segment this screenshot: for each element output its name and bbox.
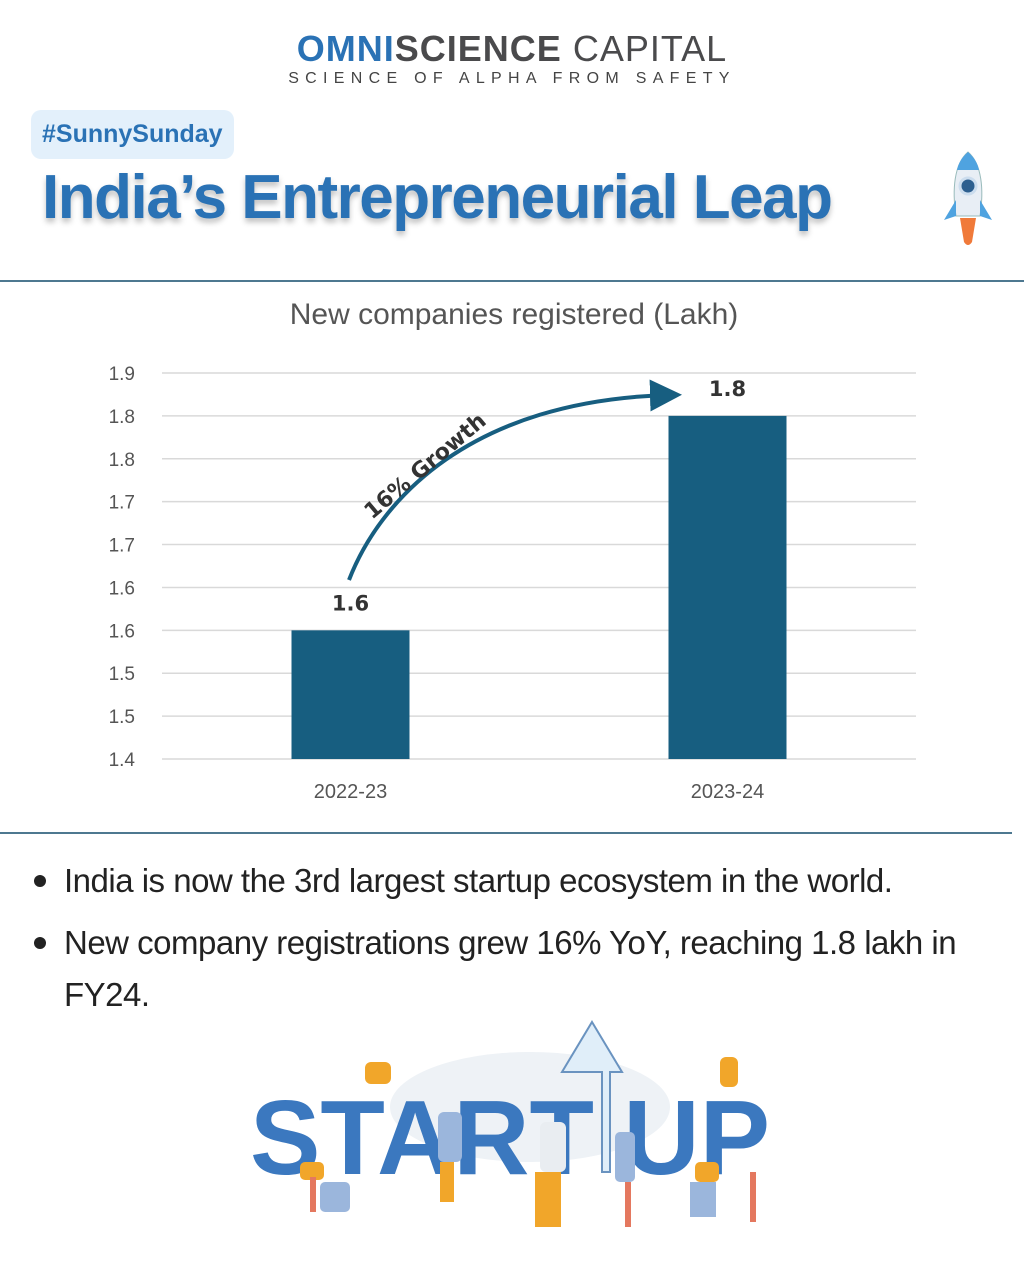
logo-capital: CAPITAL <box>572 28 728 69</box>
divider-top <box>0 280 1024 282</box>
bar <box>668 415 787 759</box>
y-tick-label: 1.4 <box>109 750 136 771</box>
growth-annotation: 16% Growth <box>360 408 492 524</box>
data-label: 1.8 <box>709 377 746 401</box>
bullet-item: India is now the 3rd largest startup eco… <box>30 855 1000 907</box>
hashtag-badge: #SunnySunday <box>31 110 234 159</box>
y-tick-label: 1.5 <box>109 664 135 685</box>
bullet-item: New company registrations grew 16% YoY, … <box>30 917 1000 1021</box>
page-title: India’s Entrepreneurial Leap <box>42 163 833 232</box>
data-label: 1.6 <box>332 591 369 615</box>
y-tick-label: 1.7 <box>109 536 135 557</box>
rocket-icon <box>944 151 992 245</box>
logo: OMNISCIENCE CAPITAL SCIENCE OF ALPHA FRO… <box>0 28 1024 88</box>
y-tick-label: 1.8 <box>109 407 135 428</box>
divider-bottom <box>0 832 1012 834</box>
bullet-list: India is now the 3rd largest startup eco… <box>30 855 1000 1031</box>
x-tick-label: 2022-23 <box>314 781 387 803</box>
chart-title: New companies registered (Lakh) <box>289 298 739 331</box>
y-tick-label: 1.5 <box>109 707 135 728</box>
x-tick-label: 2023-24 <box>691 781 764 803</box>
illustration-word: START UP <box>250 1079 770 1197</box>
bar-chart: 1.4 1.5 1.5 1.6 1.6 1.7 1.7 1.8 1.8 1.9 1.6 2022-23… <box>109 364 916 803</box>
bar <box>291 630 410 759</box>
logo-tagline: SCIENCE OF ALPHA FROM SAFETY <box>288 70 736 87</box>
y-tick-label: 1.7 <box>109 493 135 514</box>
y-tick-label: 1.9 <box>109 364 135 385</box>
y-tick-label: 1.8 <box>109 450 135 471</box>
y-tick-label: 1.6 <box>109 621 135 642</box>
y-tick-label: 1.6 <box>109 578 135 599</box>
logo-science: SCIENCE <box>394 28 562 69</box>
startup-illustration: START UP <box>250 1020 770 1227</box>
logo-omni: OMNI <box>296 28 395 69</box>
growth-arrow <box>347 379 682 581</box>
